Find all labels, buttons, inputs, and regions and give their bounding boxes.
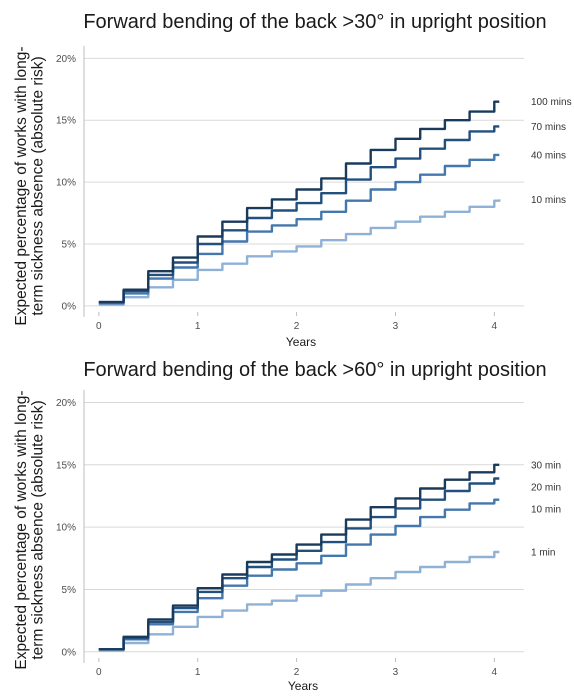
series-label: 1 min bbox=[531, 548, 555, 559]
x-tick-label: 2 bbox=[294, 321, 300, 332]
x-tick-label: 2 bbox=[294, 667, 300, 678]
y-tick-label: 10% bbox=[56, 523, 76, 534]
series-line-3 bbox=[98, 498, 500, 651]
y-tick-label: 10% bbox=[56, 178, 76, 189]
series-label: 10 mins bbox=[531, 195, 566, 206]
series-line-1 bbox=[98, 463, 500, 651]
chart-panel-1: Forward bending of the back >30° in upri… bbox=[13, 11, 571, 349]
chart-panel-2: Forward bending of the back >60° in upri… bbox=[13, 359, 561, 693]
chart-title: Forward bending of the back >30° in upri… bbox=[83, 11, 546, 33]
series-label: 100 mins bbox=[531, 97, 572, 108]
y-axis-label-line-1: Expected percentage of works with long- bbox=[13, 390, 30, 669]
series-label: 70 mins bbox=[531, 122, 566, 133]
x-tick-label: 1 bbox=[195, 667, 201, 678]
series-line-4 bbox=[98, 199, 501, 306]
x-tick-label: 3 bbox=[393, 667, 399, 678]
x-axis-label: Years bbox=[288, 679, 318, 692]
y-tick-label: 15% bbox=[56, 460, 76, 471]
y-axis-label-line-1: Expected percentage of works with long- bbox=[13, 46, 30, 325]
y-tick-label: 15% bbox=[56, 116, 76, 127]
series-line-1 bbox=[98, 100, 500, 304]
series-label: 40 mins bbox=[531, 150, 566, 161]
series-line-4 bbox=[98, 550, 500, 652]
x-axis-label: Years bbox=[286, 335, 316, 349]
y-tick-label: 5% bbox=[62, 585, 77, 596]
series-label: 20 min bbox=[531, 482, 561, 493]
x-tick-label: 3 bbox=[393, 321, 399, 332]
y-tick-label: 20% bbox=[56, 398, 76, 409]
y-axis-label-line-2: term sickness absence (absolute risk) bbox=[29, 400, 46, 659]
x-tick-label: 0 bbox=[96, 321, 102, 332]
chart-title: Forward bending of the back >60° in upri… bbox=[83, 359, 546, 381]
y-tick-label: 0% bbox=[62, 647, 77, 658]
y-axis-label: Expected percentage of works with long-t… bbox=[13, 46, 46, 325]
series-label: 10 min bbox=[531, 504, 561, 515]
y-axis-label-line-2: term sickness absence (absolute risk) bbox=[29, 56, 46, 315]
x-tick-label: 4 bbox=[492, 667, 498, 678]
y-tick-label: 5% bbox=[62, 239, 77, 250]
y-tick-label: 20% bbox=[56, 54, 76, 65]
series-line-2 bbox=[98, 125, 500, 304]
x-tick-label: 1 bbox=[195, 321, 201, 332]
x-tick-label: 0 bbox=[96, 667, 102, 678]
series-line-3 bbox=[98, 153, 500, 305]
x-tick-label: 4 bbox=[492, 321, 498, 332]
y-axis-label: Expected percentage of works with long-t… bbox=[13, 390, 46, 669]
series-label: 30 min bbox=[531, 460, 561, 471]
y-tick-label: 0% bbox=[62, 301, 77, 312]
